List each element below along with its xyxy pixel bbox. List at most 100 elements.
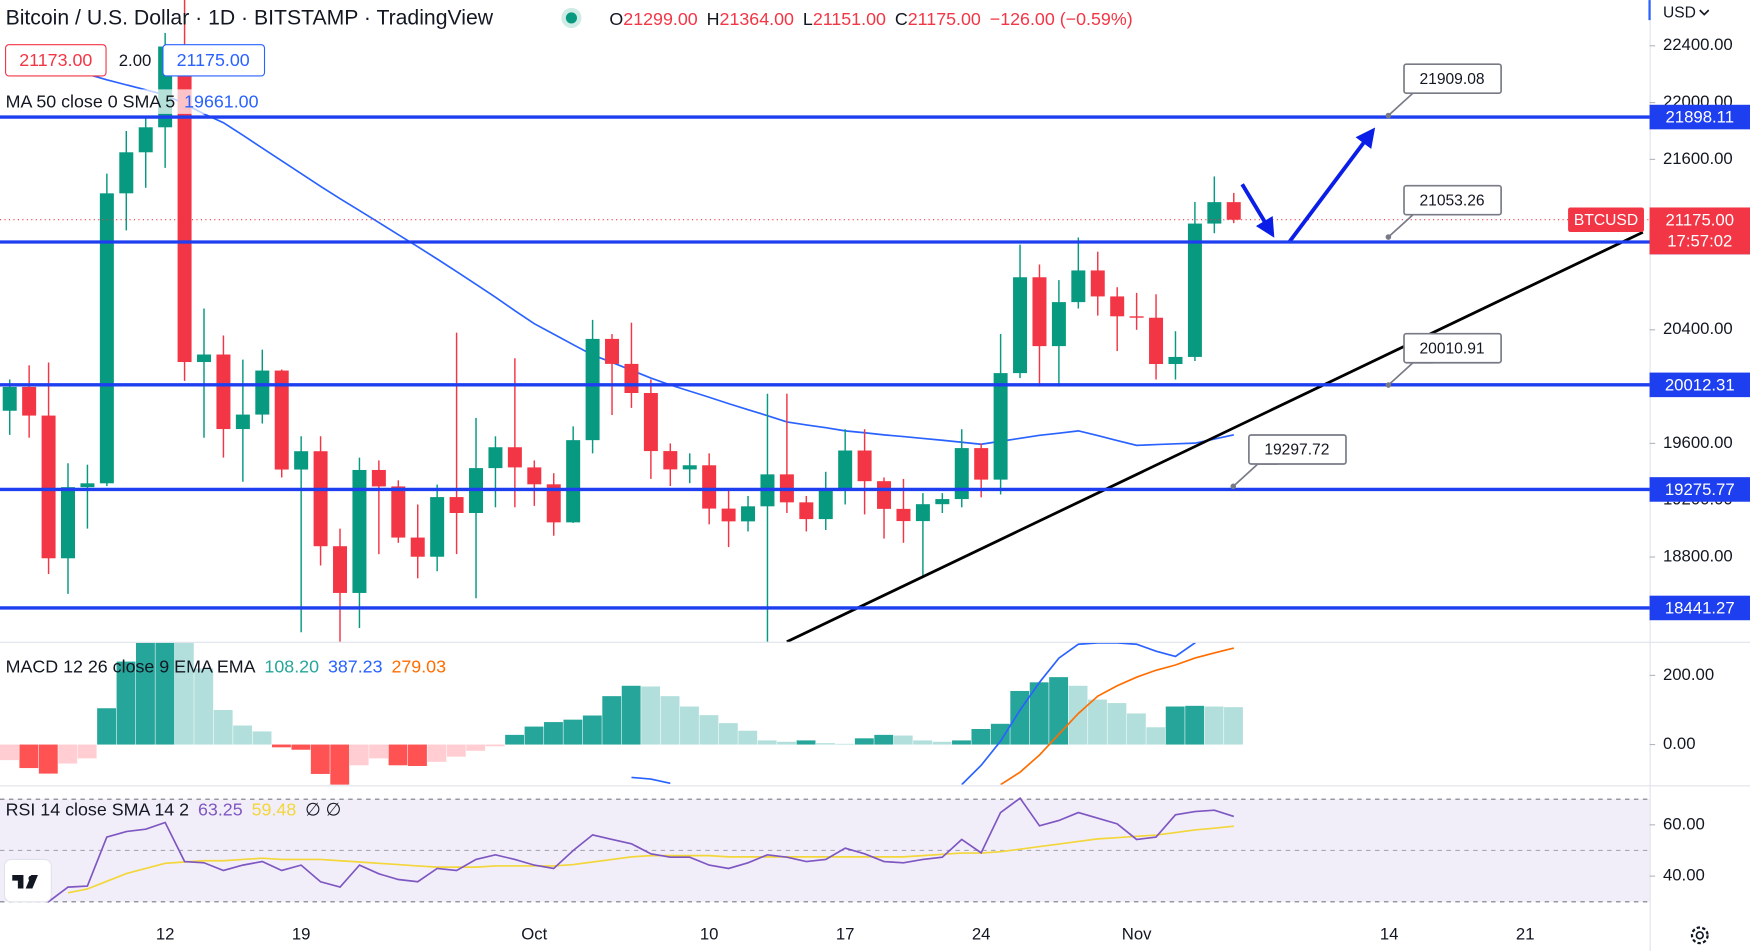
candle-body [663, 451, 678, 470]
ohlc-legend: O21299.00 H21364.00 L21151.00 C21175.00 −126… [609, 9, 1132, 29]
macd-bar [1224, 707, 1243, 745]
macd-bar [582, 715, 602, 745]
chart-title: Bitcoin / U.S. Dollar · 1D · BITSTAMP · … [6, 7, 494, 30]
candle-body [585, 338, 600, 441]
callout-dot [1230, 483, 1237, 490]
macd-value: 108.20 [264, 656, 319, 676]
bid-price: 21173.00 [19, 50, 92, 70]
candle-body [313, 451, 328, 547]
callout-dot [1385, 382, 1392, 388]
callout-dot [1385, 234, 1392, 240]
macd-bar [330, 744, 350, 785]
macd-bar [174, 642, 194, 745]
candle-body [838, 450, 853, 491]
candle-body [1110, 296, 1125, 317]
candle-body [1226, 202, 1241, 220]
ask-box[interactable] [162, 44, 266, 77]
macd-bar [388, 744, 408, 766]
ma-legend: MA 50 close 0 SMA 5 19661.00 [6, 91, 259, 111]
callout-dot [1385, 112, 1392, 119]
tv-logo[interactable] [3, 858, 52, 903]
macd-bar [97, 708, 117, 745]
macd-bar [310, 744, 330, 774]
candle-body [235, 414, 250, 430]
x-tick-label: Nov [1122, 925, 1152, 944]
callout-label: 19297.72 [1264, 442, 1329, 459]
macd-bar [796, 740, 816, 745]
ohlc-key: O [609, 9, 623, 29]
macd-bar [621, 685, 641, 745]
macd-bar [291, 744, 311, 750]
x-tick-label: 17 [836, 925, 855, 944]
rsi-name: RSI 14 close SMA 14 2 [6, 799, 190, 819]
rsi-extra: ∅ ∅ [305, 799, 341, 819]
macd-value: 279.03 [391, 656, 446, 676]
candle-body [721, 508, 736, 522]
rsi-legend: RSI 14 close SMA 14 2 63.25 59.48 ∅ ∅ [6, 799, 342, 819]
candle-body [546, 484, 561, 523]
candle-body [216, 354, 231, 430]
candle-body [507, 447, 522, 468]
macd-bar [155, 642, 175, 745]
ohlc-value: 21175.00 [908, 9, 981, 29]
candle-body [449, 497, 464, 513]
ma-value: 19661.00 [184, 91, 259, 111]
bid-box[interactable] [5, 44, 107, 77]
callout-box [1403, 332, 1502, 364]
settings-icon[interactable] [1690, 926, 1709, 945]
trend-line [786, 230, 1644, 644]
macd-line [1000, 647, 1235, 785]
candle-body [333, 546, 348, 593]
x-tick-label: 10 [700, 925, 719, 944]
macd-bar [1165, 706, 1185, 745]
macd-bar [1029, 682, 1049, 745]
macd-pane [0, 642, 1243, 785]
symbol-box [1568, 207, 1644, 233]
candle-body [605, 338, 620, 364]
candle-body [2, 386, 17, 411]
x-tick-label: Oct [521, 925, 547, 944]
macd-bar [19, 744, 39, 769]
candle-body [255, 370, 270, 415]
candle-body [702, 465, 717, 509]
level-label-box [1649, 372, 1750, 398]
macd-bar [1107, 703, 1127, 745]
macd-bar [0, 744, 19, 761]
x-tick-label: 21 [1516, 925, 1535, 944]
price-axis: 18800.0019200.0019600.0020400.0021600.00… [1568, 35, 1750, 885]
macd-bar [349, 744, 369, 766]
macd-line [631, 642, 1197, 785]
candle-body [430, 497, 445, 557]
candle-body [80, 483, 95, 488]
macd-bar [680, 706, 699, 745]
macd-bar [777, 741, 797, 745]
candle-body [566, 440, 581, 523]
candle-body [1149, 317, 1164, 365]
macd-bar [1068, 685, 1088, 745]
macd-bar [194, 668, 214, 745]
price-box [1649, 207, 1750, 255]
candle-body [1187, 223, 1202, 357]
macd-bar [408, 744, 427, 766]
rsi-value: 63.25 [198, 799, 243, 819]
y-tick-label: 40.00 [1663, 866, 1705, 885]
candle-body [410, 537, 425, 557]
macd-bar [38, 744, 58, 774]
macd-bar [563, 719, 583, 745]
candle-body [857, 450, 872, 482]
macd-bar [544, 722, 563, 745]
level-label: 19275.77 [1665, 480, 1735, 499]
y-tick-label: 19600.00 [1663, 433, 1733, 452]
macd-bar [485, 744, 505, 747]
callout-box [1248, 434, 1347, 465]
candle-body [974, 448, 989, 480]
candle-body [138, 127, 153, 153]
macd-bar [466, 744, 486, 751]
rsi-value: 59.48 [252, 799, 297, 819]
ohlc-value: 21364.00 [720, 9, 795, 29]
macd-bar [641, 686, 661, 745]
currency[interactable]: USD [1663, 5, 1696, 22]
level-label-box [1649, 477, 1750, 502]
candle-body [1013, 277, 1028, 374]
macd-bar [252, 731, 272, 745]
